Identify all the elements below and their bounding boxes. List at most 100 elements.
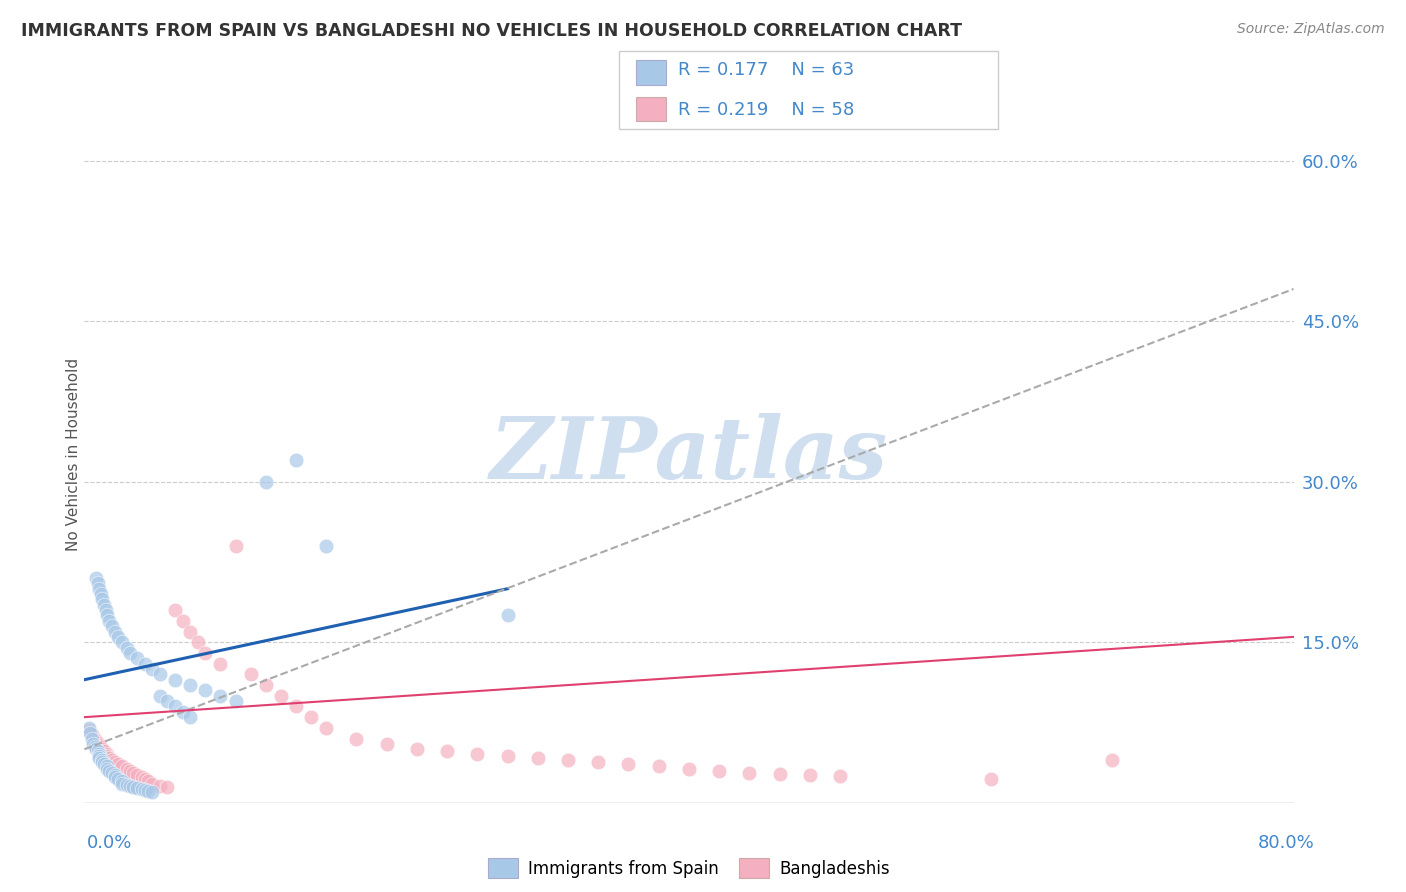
Point bbox=[96, 748, 118, 763]
Point bbox=[96, 747, 118, 761]
Point bbox=[136, 774, 159, 789]
Point bbox=[141, 662, 163, 676]
Point bbox=[406, 742, 429, 756]
Point bbox=[149, 689, 172, 703]
Point bbox=[172, 705, 194, 719]
Point bbox=[100, 619, 122, 633]
Point bbox=[709, 764, 731, 778]
Point bbox=[82, 737, 104, 751]
Y-axis label: No Vehicles in Household: No Vehicles in Household bbox=[66, 359, 80, 551]
Point bbox=[526, 751, 548, 765]
Point bbox=[118, 764, 141, 778]
Point bbox=[239, 667, 262, 681]
Point bbox=[89, 738, 111, 752]
Point bbox=[121, 780, 143, 794]
Point bbox=[647, 759, 671, 773]
Point bbox=[111, 635, 134, 649]
Point bbox=[84, 740, 107, 755]
Point bbox=[77, 721, 100, 735]
Point bbox=[94, 603, 117, 617]
Point bbox=[115, 762, 138, 776]
Point bbox=[91, 742, 114, 756]
Point bbox=[617, 757, 640, 772]
Point bbox=[97, 764, 120, 778]
Point bbox=[179, 710, 201, 724]
Point bbox=[149, 779, 172, 793]
Point bbox=[284, 453, 308, 467]
Point bbox=[156, 780, 179, 794]
Text: R = 0.177    N = 63: R = 0.177 N = 63 bbox=[678, 62, 853, 79]
Point bbox=[91, 592, 114, 607]
Point bbox=[436, 744, 458, 758]
Point bbox=[79, 726, 101, 740]
Point bbox=[96, 762, 118, 776]
Point bbox=[179, 624, 201, 639]
Point bbox=[254, 475, 277, 489]
Point bbox=[91, 755, 114, 769]
Point bbox=[104, 770, 127, 784]
Point bbox=[588, 755, 610, 769]
Point bbox=[104, 755, 127, 769]
Point bbox=[299, 710, 322, 724]
Point bbox=[830, 769, 852, 783]
Point bbox=[270, 689, 292, 703]
Point bbox=[769, 767, 792, 781]
Point bbox=[89, 747, 111, 761]
Point bbox=[115, 778, 138, 792]
Point bbox=[225, 694, 247, 708]
Point bbox=[86, 733, 108, 747]
Point bbox=[209, 657, 232, 671]
Point bbox=[104, 768, 127, 782]
Text: 0.0%: 0.0% bbox=[87, 834, 132, 852]
Text: R = 0.219    N = 58: R = 0.219 N = 58 bbox=[678, 101, 853, 119]
Point bbox=[80, 731, 103, 746]
Point bbox=[163, 603, 186, 617]
Point bbox=[225, 539, 247, 553]
Point bbox=[496, 748, 519, 763]
Point bbox=[284, 699, 308, 714]
Point bbox=[107, 630, 129, 644]
Point bbox=[136, 784, 159, 798]
Point bbox=[107, 757, 129, 772]
Point bbox=[89, 582, 111, 596]
Point bbox=[127, 768, 149, 782]
Point bbox=[111, 776, 134, 790]
Point bbox=[91, 753, 114, 767]
Point bbox=[346, 731, 368, 746]
Point bbox=[134, 657, 156, 671]
Point bbox=[209, 689, 232, 703]
Point bbox=[80, 727, 103, 741]
Point bbox=[315, 539, 337, 553]
Legend: Immigrants from Spain, Bangladeshis: Immigrants from Spain, Bangladeshis bbox=[482, 851, 896, 885]
Point bbox=[93, 757, 115, 772]
Text: Source: ZipAtlas.com: Source: ZipAtlas.com bbox=[1237, 22, 1385, 37]
Point bbox=[467, 747, 489, 761]
Point bbox=[496, 608, 519, 623]
Point bbox=[980, 772, 1002, 787]
Point bbox=[93, 744, 115, 758]
Point bbox=[194, 646, 217, 660]
Point bbox=[127, 651, 149, 665]
Point bbox=[87, 736, 110, 750]
Point bbox=[131, 781, 153, 796]
Point bbox=[100, 765, 122, 780]
Point bbox=[156, 694, 179, 708]
Point bbox=[84, 731, 107, 746]
Point bbox=[149, 667, 172, 681]
Point bbox=[118, 779, 141, 793]
Point bbox=[87, 744, 110, 758]
Point bbox=[141, 785, 163, 799]
Point bbox=[97, 614, 120, 628]
Point bbox=[90, 587, 112, 601]
Point bbox=[96, 608, 118, 623]
Point bbox=[127, 780, 149, 795]
Point bbox=[107, 772, 129, 787]
Point bbox=[172, 614, 194, 628]
Point bbox=[678, 762, 700, 776]
Point bbox=[254, 678, 277, 692]
Point bbox=[187, 635, 209, 649]
Point bbox=[100, 753, 122, 767]
Point bbox=[179, 678, 201, 692]
Point bbox=[134, 772, 156, 787]
Point bbox=[93, 598, 115, 612]
